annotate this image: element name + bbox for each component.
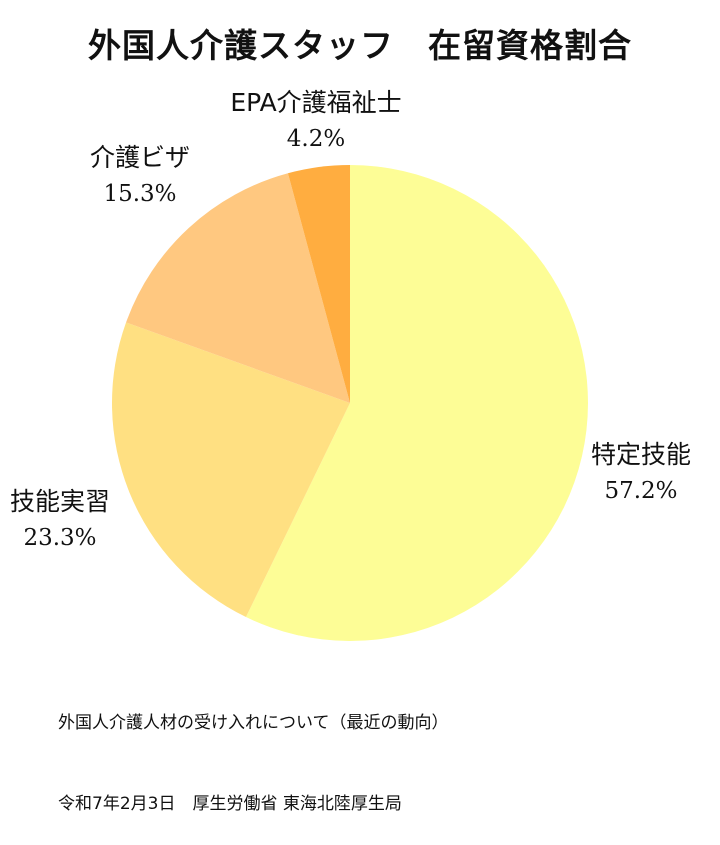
slice-label-0: 特定技能 bbox=[591, 440, 691, 469]
pie-slice-2 bbox=[126, 173, 350, 403]
source-line-1: 外国人介護人材の受け入れについて（最近の動向） bbox=[58, 713, 449, 733]
slice-value-label-3: 4.2% bbox=[287, 126, 345, 152]
source-line-2: 令和7年2月3日 厚生労働省 東海北陸厚生局 bbox=[58, 794, 402, 814]
slice-label-3: EPA介護福祉士 bbox=[230, 88, 401, 117]
pie-slice-3 bbox=[287, 165, 350, 403]
source-note: 外国人介護人材の受け入れについて（最近の動向） 令和7年2月3日 厚生労働省 東… bbox=[58, 656, 449, 845]
pie-chart: 特定技能 57.2% 技能実習 23.3% 介護ビザ 15.3% EPA介護福祉士 4.2% bbox=[10, 88, 691, 641]
slice-value-label-2: 15.3% bbox=[103, 181, 176, 207]
pie-slice-0 bbox=[245, 165, 588, 641]
pie-slice-1 bbox=[111, 322, 350, 618]
slice-value-label-0: 57.2% bbox=[604, 478, 677, 504]
chart-title: 外国人介護スタッフ 在留資格割合 bbox=[88, 26, 632, 65]
slice-label-2: 介護ビザ bbox=[90, 143, 190, 172]
slice-value-label-1: 23.3% bbox=[23, 525, 96, 551]
slice-label-1: 技能実習 bbox=[10, 487, 110, 516]
